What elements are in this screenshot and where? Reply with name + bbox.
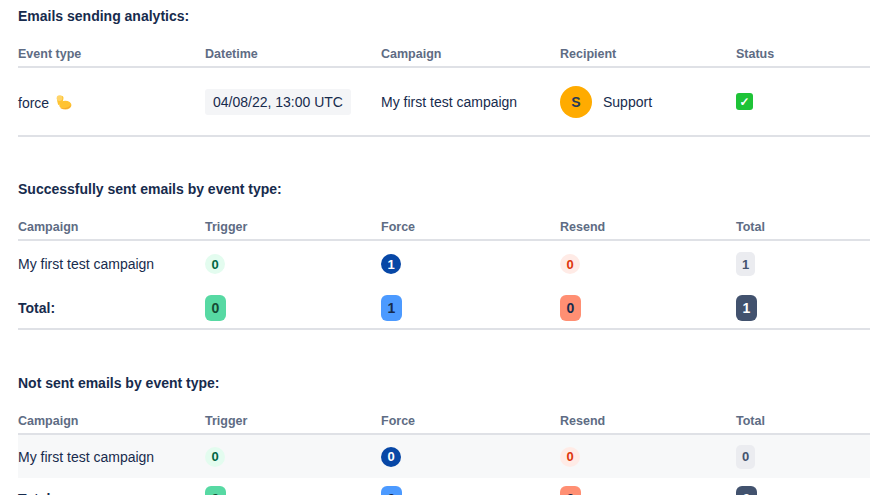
table-row: My first test campaign 0 1 0 1: [18, 240, 870, 287]
section-title-sending-analytics: Emails sending analytics:: [18, 8, 870, 25]
force-total-badge: 1: [381, 295, 402, 321]
total-count-cell: 0: [736, 434, 870, 478]
flexed-biceps-icon: [54, 93, 72, 111]
col-header-event-type: Event type: [18, 25, 205, 67]
trigger-count-badge: 0: [205, 254, 225, 274]
trigger-count-cell: 0: [205, 434, 381, 478]
resend-count-badge: 0: [560, 447, 580, 467]
col-header-datetime: Datetime: [205, 25, 381, 67]
col-header-status: Status: [736, 25, 870, 67]
campaign-cell: My first test campaign: [18, 434, 205, 478]
force-total-cell: 1: [381, 287, 560, 329]
event-type-cell: force: [18, 67, 205, 136]
total-row: Total: 0 1 0 1: [18, 287, 870, 329]
col-header-total: Total: [736, 198, 870, 240]
sending-analytics-table: Event type Datetime Campaign Recipient S…: [18, 25, 870, 137]
trigger-count-cell: 0: [205, 240, 381, 287]
col-header-trigger: Trigger: [205, 198, 381, 240]
col-header-resend: Resend: [560, 198, 736, 240]
col-header-trigger: Trigger: [205, 392, 381, 434]
trigger-total-cell: 0: [205, 287, 381, 329]
trigger-total-badge: 0: [205, 295, 226, 321]
total-total-cell: 1: [736, 287, 870, 329]
email-analytics-report: Emails sending analytics: Event type Dat…: [0, 0, 870, 495]
col-header-campaign: Campaign: [18, 392, 205, 434]
not-sent-table: Campaign Trigger Force Resend Total My f…: [18, 392, 870, 495]
campaign-cell: My first test campaign: [18, 240, 205, 287]
col-header-force: Force: [381, 198, 560, 240]
datetime-badge: 04/08/22, 13:00 UTC: [205, 89, 351, 115]
recipient-name: Support: [603, 94, 652, 110]
force-count-cell: 1: [381, 240, 560, 287]
resend-count-badge: 0: [560, 254, 580, 274]
resend-total-cell: 0: [560, 478, 736, 495]
datetime-cell: 04/08/22, 13:00 UTC: [205, 67, 381, 136]
campaign-cell: My first test campaign: [381, 67, 560, 136]
col-header-resend: Resend: [560, 392, 736, 434]
total-total-badge: 0: [736, 486, 757, 495]
resend-total-cell: 0: [560, 287, 736, 329]
force-total-badge: 0: [381, 486, 402, 495]
col-header-campaign: Campaign: [381, 25, 560, 67]
col-header-recipient: Recipient: [560, 25, 736, 67]
total-count-cell: 1: [736, 240, 870, 287]
recipient-avatar: S: [560, 86, 592, 118]
total-total-badge: 1: [736, 295, 757, 321]
force-count-cell: 0: [381, 434, 560, 478]
force-count-badge: 1: [381, 254, 401, 274]
header-row: Event type Datetime Campaign Recipient S…: [18, 25, 870, 67]
resend-count-cell: 0: [560, 434, 736, 478]
section-title-successfully-sent: Successfully sent emails by event type:: [18, 181, 870, 198]
section-title-not-sent: Not sent emails by event type:: [18, 375, 870, 392]
successfully-sent-table: Campaign Trigger Force Resend Total My f…: [18, 198, 870, 330]
col-header-force: Force: [381, 392, 560, 434]
total-row: Total: 0 0 0 0: [18, 478, 870, 495]
recipient-cell: S Support: [560, 67, 736, 136]
status-cell: [736, 67, 870, 136]
total-label: Total:: [18, 478, 205, 495]
force-total-cell: 0: [381, 478, 560, 495]
resend-count-cell: 0: [560, 240, 736, 287]
header-row: Campaign Trigger Force Resend Total: [18, 392, 870, 434]
green-check-icon: [736, 93, 753, 110]
table-row: My first test campaign 0 0 0 0: [18, 434, 870, 478]
section-not-sent: Not sent emails by event type: Campaign …: [18, 375, 870, 495]
event-type-label: force: [18, 95, 49, 111]
section-successfully-sent: Successfully sent emails by event type: …: [18, 181, 870, 330]
col-header-total: Total: [736, 392, 870, 434]
resend-total-badge: 0: [560, 295, 581, 321]
trigger-total-badge: 0: [205, 486, 226, 495]
resend-total-badge: 0: [560, 486, 581, 495]
total-total-cell: 0: [736, 478, 870, 495]
total-label: Total:: [18, 287, 205, 329]
col-header-campaign: Campaign: [18, 198, 205, 240]
table-row: force 04/08/22, 13:00 UTC My first test …: [18, 67, 870, 136]
force-count-badge: 0: [381, 447, 401, 467]
total-count-badge: 1: [736, 252, 755, 276]
trigger-count-badge: 0: [205, 447, 225, 467]
total-count-badge: 0: [736, 445, 755, 469]
trigger-total-cell: 0: [205, 478, 381, 495]
header-row: Campaign Trigger Force Resend Total: [18, 198, 870, 240]
section-sending-analytics: Emails sending analytics: Event type Dat…: [18, 8, 870, 137]
